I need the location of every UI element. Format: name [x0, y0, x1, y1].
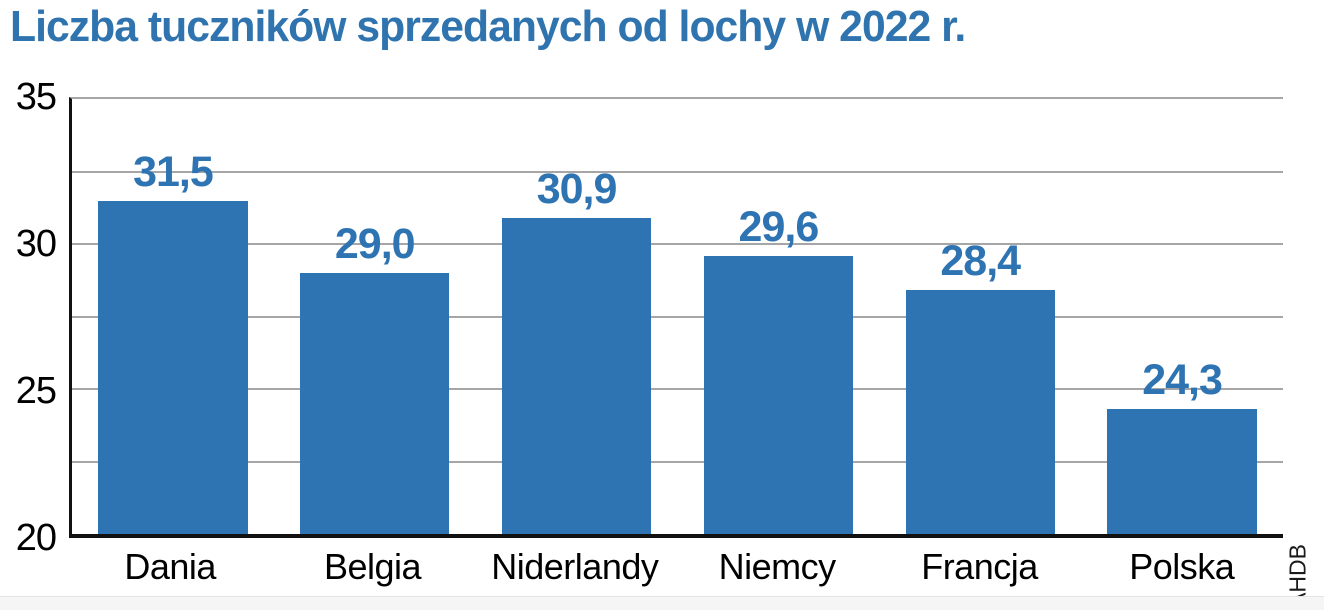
y-axis-tick-label: 20: [15, 517, 57, 559]
bar-slot: 24,3: [1081, 99, 1283, 534]
category-label: Niderlandy: [491, 546, 659, 587]
category-label: Niemcy: [718, 546, 837, 587]
bar-value-label: 30,9: [536, 164, 618, 213]
gridline: [72, 315, 1283, 318]
category-label: Dania: [124, 546, 216, 587]
gridline: [72, 170, 1283, 173]
category-label: Belgia: [323, 546, 422, 587]
y-axis-tick-label: 30: [15, 222, 57, 265]
plot-area: 31,5 29,0 30,9 29,6 28,4 24,3: [69, 97, 1283, 538]
gridline: [72, 460, 1283, 463]
y-axis-tick-label: 35: [15, 76, 57, 118]
category-label: Francja: [921, 546, 1038, 587]
x-axis-category-labels: Dania Belgia Niderlandy Niemcy Francja Polska: [69, 546, 1283, 588]
bar-slot: 29,0: [274, 99, 476, 534]
bar-slot: 31,5: [72, 99, 274, 534]
bar-niderlandy: [501, 217, 652, 534]
bar-slot: 28,4: [879, 99, 1081, 534]
gridline: [72, 388, 1283, 391]
y-axis: 35 30 25 20: [0, 78, 62, 557]
bar-value-label: 29,0: [334, 220, 416, 268]
bar-belgia: [300, 273, 450, 534]
bar-dania: [98, 200, 248, 534]
bar-value-label: 31,5: [133, 147, 214, 196]
bar-slot: 30,9: [476, 99, 678, 534]
bar-slot: 29,6: [677, 99, 879, 534]
gridline: [72, 243, 1283, 246]
bar-francja: [905, 290, 1055, 534]
bar-value-label: 29,6: [738, 202, 820, 251]
y-axis-tick-label: 25: [15, 369, 57, 412]
bar-niemcy: [703, 255, 854, 534]
chart-title: Liczba tuczników sprzedanych od lochy w …: [10, 2, 966, 51]
bottom-strip: [0, 596, 1324, 610]
bars-row: 31,5 29,0 30,9 29,6 28,4 24,3: [72, 99, 1283, 534]
bar-polska: [1107, 409, 1257, 534]
bar-value-label: 24,3: [1142, 356, 1223, 405]
bar-value-label: 28,4: [940, 237, 1021, 286]
category-label: Polska: [1129, 546, 1235, 587]
